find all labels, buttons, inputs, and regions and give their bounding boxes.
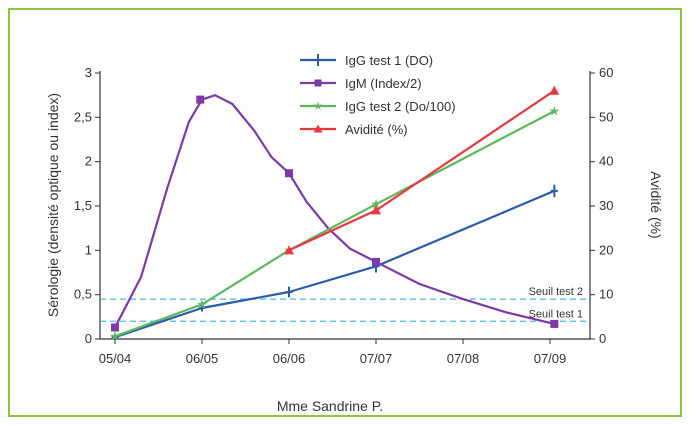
data-point	[550, 319, 559, 328]
data-point	[549, 85, 560, 95]
series-0	[111, 184, 558, 339]
threshold-label: Seuil test 2	[529, 286, 583, 298]
series-line	[114, 94, 555, 329]
y2-tick-label: 10	[599, 287, 613, 302]
x-tick-label: 07/07	[360, 351, 393, 366]
chart-frame	[8, 8, 682, 417]
data-point	[196, 298, 208, 309]
y-tick-label: 2,5	[74, 109, 92, 124]
data-point	[313, 124, 323, 133]
data-point	[284, 245, 294, 255]
y2-tick-label: 30	[599, 198, 613, 213]
series-1	[111, 94, 559, 332]
legend-label: IgG test 1 (DO)	[345, 53, 433, 68]
threshold-label: Seuil test 1	[529, 308, 583, 320]
y2-tick-label: 0	[599, 331, 606, 346]
x-axis-title: Mme Sandrine P.	[277, 398, 383, 414]
series-line	[114, 189, 555, 339]
y2-tick-label: 50	[599, 109, 613, 124]
x-tick-label: 05/04	[99, 351, 132, 366]
legend-label: Avidité (%)	[345, 122, 408, 137]
y-tick-label: 1	[85, 242, 92, 257]
legend-label: IgG test 2 (Do/100)	[345, 99, 456, 114]
data-point	[371, 205, 381, 215]
series-2	[109, 105, 560, 341]
series-3	[284, 85, 560, 255]
y-tick-label: 0	[85, 331, 92, 346]
y2-tick-label: 40	[599, 154, 613, 169]
data-point	[313, 101, 323, 110]
x-tick-label: 06/05	[186, 351, 219, 366]
y-tick-label: 1,5	[74, 198, 92, 213]
series-line	[288, 89, 555, 252]
y2-tick-label: 20	[599, 242, 613, 257]
data-point	[196, 95, 205, 104]
y-tick-label: 3	[85, 65, 92, 80]
y-tick-label: 0,5	[74, 287, 92, 302]
data-point	[314, 79, 322, 87]
y-axis-title: Sérologie (densité optique ou index)	[45, 93, 61, 317]
data-point	[109, 330, 121, 341]
x-tick-label: 07/09	[534, 351, 567, 366]
x-tick-label: 06/06	[273, 351, 306, 366]
data-point	[372, 257, 380, 266]
data-point	[285, 169, 293, 178]
y-tick-label: 2	[85, 154, 92, 169]
y2-axis-title: Avidité (%)	[648, 171, 664, 238]
data-point	[549, 105, 560, 116]
y2-tick-label: 60	[599, 65, 613, 80]
legend-label: IgM (Index/2)	[345, 76, 422, 91]
data-point	[370, 198, 382, 209]
data-point	[111, 323, 119, 332]
x-tick-label: 07/08	[447, 351, 480, 366]
